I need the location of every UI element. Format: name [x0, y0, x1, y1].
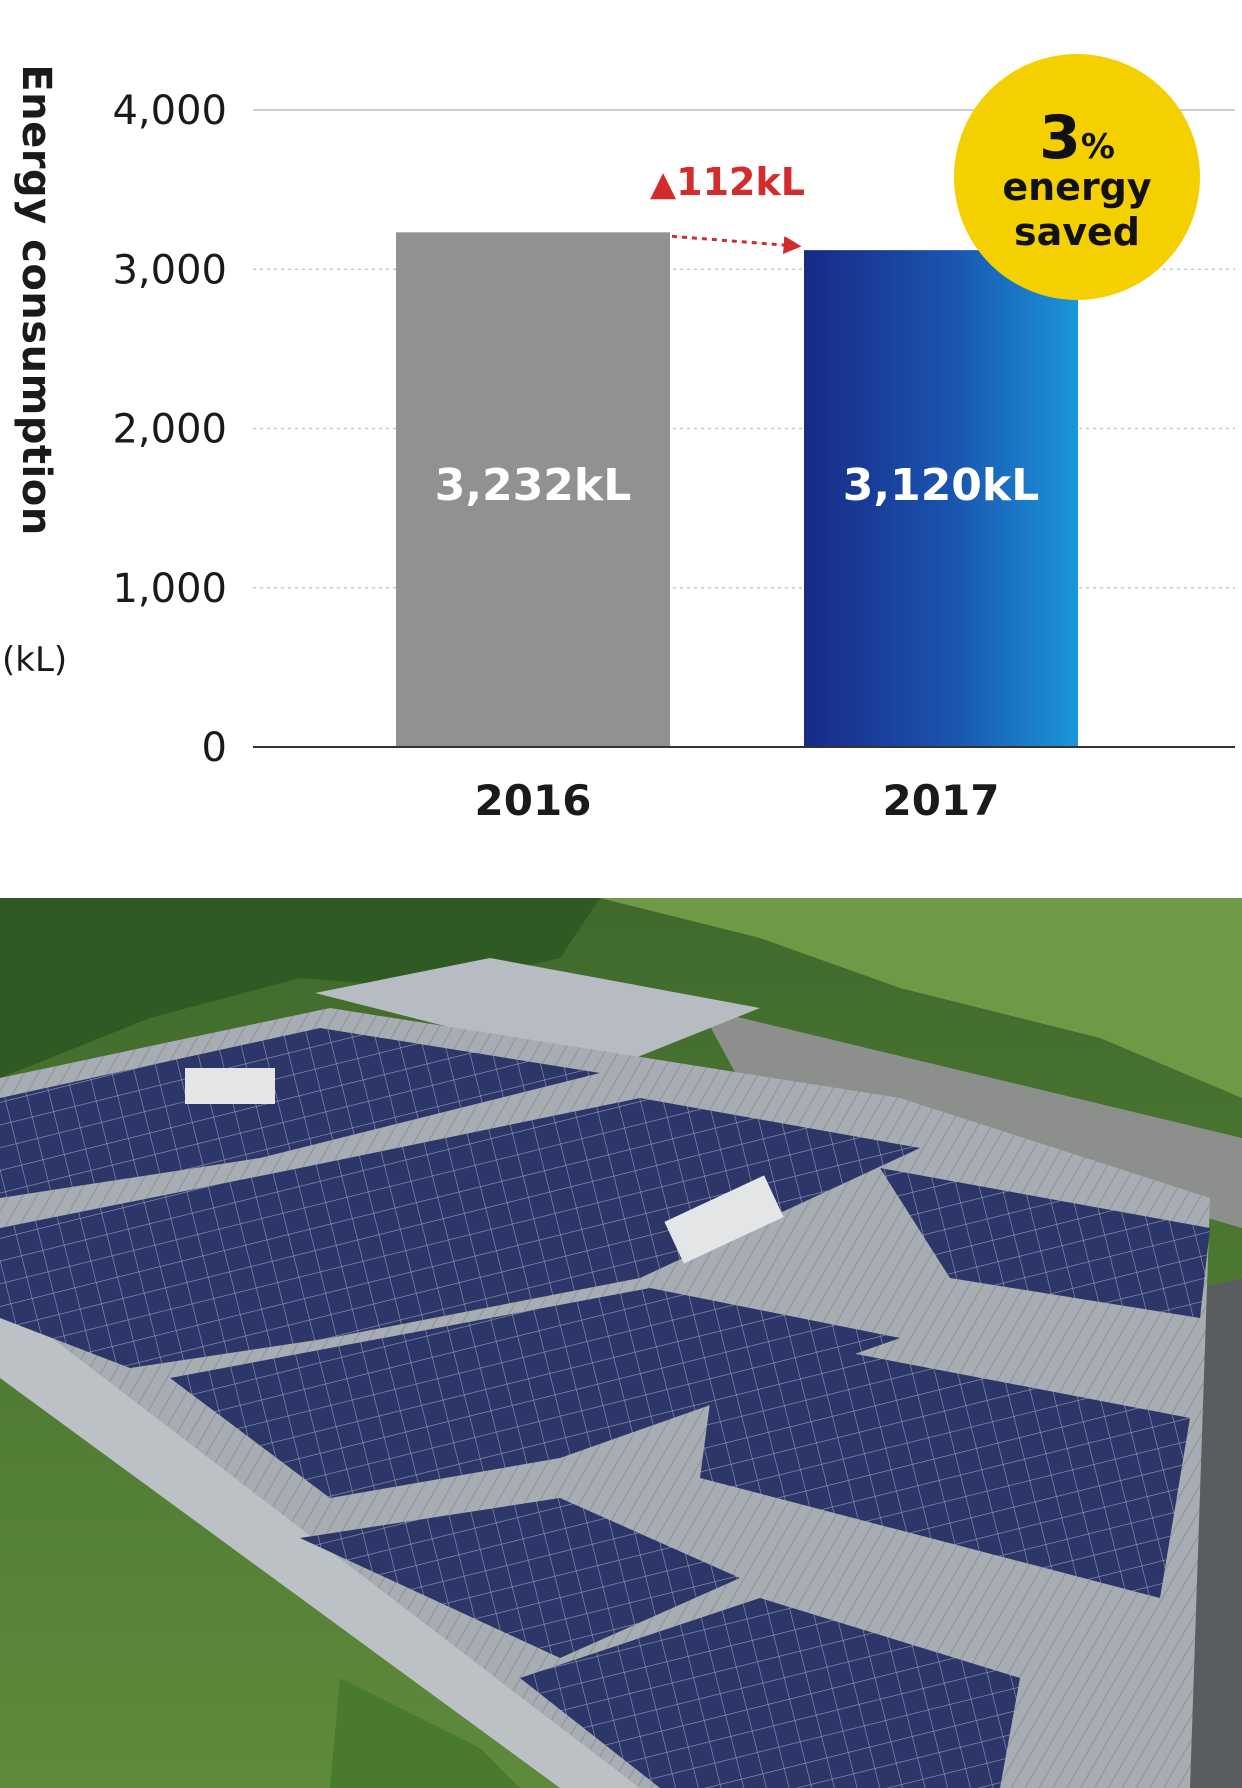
- solar-array-7: [520, 1598, 1020, 1788]
- bar-value-label: 3,120kL: [843, 460, 1039, 511]
- difference-label: ▲112kL: [650, 160, 805, 204]
- difference-value: 112kL: [676, 160, 805, 204]
- badge-percent: 3%: [1039, 103, 1115, 173]
- difference-triangle-icon: ▲: [650, 164, 677, 204]
- y-tick-label: 3,000: [112, 247, 227, 293]
- x-tick-label: 2016: [475, 776, 592, 825]
- field: [600, 898, 1242, 1098]
- solar-array-1: [0, 1028, 600, 1198]
- rooftop-unit: [185, 1068, 275, 1104]
- badge-line2: saved: [1014, 210, 1140, 254]
- y-axis-label: Energy consumption: [13, 64, 59, 536]
- badge-circle: [954, 54, 1200, 300]
- x-tick-label: 2017: [883, 776, 1000, 825]
- y-tick-label: 4,000: [112, 88, 227, 134]
- badge-line1: energy: [1002, 165, 1152, 209]
- y-axis-unit: (kL): [2, 640, 68, 680]
- y-tick-label: 1,000: [112, 566, 227, 612]
- solar-array-6: [300, 1498, 740, 1658]
- difference-arrow: [671, 234, 802, 254]
- y-tick-label: 0: [202, 725, 227, 771]
- bar-value-label: 3,232kL: [435, 460, 631, 511]
- energy-saved-badge: 3% energy saved: [954, 54, 1200, 300]
- y-tick-label: 2,000: [112, 407, 227, 453]
- bar-chart: 0 1,000 2,000 3,000 4,000 3,232kL 3,120kL 201…: [112, 54, 1235, 825]
- solar-array-4: [170, 1288, 900, 1498]
- rooftop-unit: [664, 1175, 784, 1264]
- bar-2017: [804, 250, 1078, 747]
- solar-array-2: [0, 1098, 920, 1368]
- warehouse-back: [315, 958, 760, 1068]
- bar-2016: [396, 232, 670, 747]
- solar-array-3: [880, 1168, 1210, 1318]
- grass-strip: [330, 1678, 520, 1788]
- solar-roof-photo: [0, 898, 1242, 1788]
- trees: [0, 898, 600, 1078]
- solar-array-5: [700, 1328, 1190, 1598]
